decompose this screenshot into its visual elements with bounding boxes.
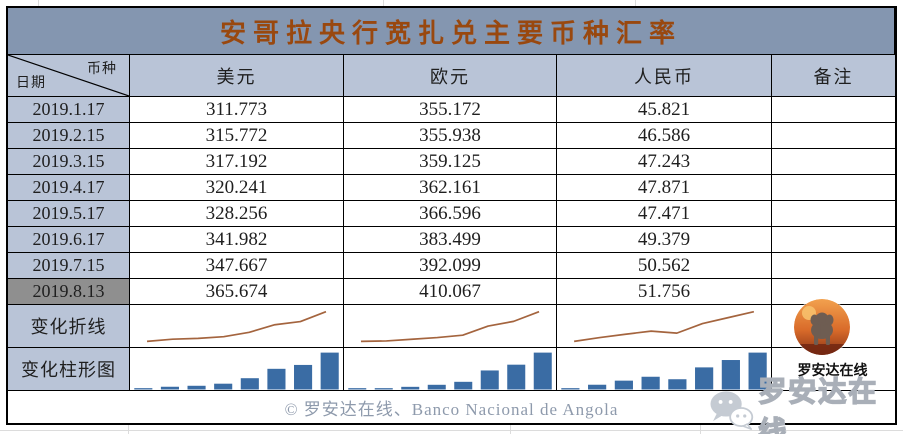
rmb-cell: 45.821 bbox=[557, 97, 772, 123]
date-cell: 2019.4.17 bbox=[8, 175, 130, 201]
luanda-online-label: 罗安达在线 bbox=[797, 362, 868, 378]
rmb-line-sparkline bbox=[557, 305, 772, 348]
usd-bar-sparkline bbox=[130, 348, 344, 391]
rmb-cell: 50.562 bbox=[557, 253, 772, 279]
line-row-label: 变化折线 bbox=[8, 305, 130, 348]
excel-gridline bbox=[635, 0, 636, 7]
usd-cell: 317.192 bbox=[130, 149, 344, 175]
usd-cell: 341.982 bbox=[130, 227, 344, 253]
note-cell bbox=[772, 253, 895, 279]
usd-cell: 320.241 bbox=[130, 175, 344, 201]
eur-cell: 392.099 bbox=[344, 253, 557, 279]
eur-cell: 383.499 bbox=[344, 227, 557, 253]
col-header-note: 备注 bbox=[772, 55, 895, 97]
col-header-rmb: 人民币 bbox=[557, 55, 772, 97]
date-cell: 2019.2.15 bbox=[8, 123, 130, 149]
watermark-text: 罗安达在线 bbox=[758, 375, 879, 434]
eur-cell: 355.172 bbox=[344, 97, 557, 123]
diagonal-divider bbox=[8, 55, 129, 96]
corner-label-date: 日期 bbox=[16, 76, 46, 91]
date-cell: 2019.5.17 bbox=[8, 201, 130, 227]
usd-cell: 315.772 bbox=[130, 123, 344, 149]
wechat-watermark: 罗安达在线 bbox=[708, 370, 903, 434]
note-cell bbox=[772, 227, 895, 253]
col-header-eur: 欧元 bbox=[344, 55, 557, 97]
eur-line-sparkline bbox=[344, 305, 557, 348]
eur-cell: 366.596 bbox=[344, 201, 557, 227]
rmb-cell: 51.756 bbox=[557, 279, 772, 305]
date-cell: 2019.3.15 bbox=[8, 149, 130, 175]
wechat-icon bbox=[710, 391, 754, 430]
rmb-cell: 49.379 bbox=[557, 227, 772, 253]
date-cell: 2019.1.17 bbox=[8, 97, 130, 123]
rmb-bar-sparkline bbox=[557, 348, 772, 391]
excel-gridline bbox=[700, 424, 701, 434]
luanda-online-avatar bbox=[794, 299, 850, 355]
date-cell-highlighted: 2019.8.13 bbox=[8, 279, 130, 305]
note-cell bbox=[772, 175, 895, 201]
eur-cell: 362.161 bbox=[344, 175, 557, 201]
elephant-icon bbox=[794, 299, 850, 355]
table-title: 安哥拉央行宽扎兑主要币种汇率 bbox=[8, 8, 895, 55]
usd-cell: 311.773 bbox=[130, 97, 344, 123]
note-cell bbox=[772, 149, 895, 175]
eur-cell: 410.067 bbox=[344, 279, 557, 305]
note-cell bbox=[772, 348, 895, 391]
excel-gridline bbox=[38, 0, 39, 7]
col-header-usd: 美元 bbox=[130, 55, 344, 97]
rmb-cell: 47.871 bbox=[557, 175, 772, 201]
exchange-rate-table: 安哥拉央行宽扎兑主要币种汇率 币种 日期 美元 欧元 人民币 备注 2019.1… bbox=[6, 6, 897, 425]
rmb-cell: 46.586 bbox=[557, 123, 772, 149]
corner-header-cell: 币种 日期 bbox=[8, 55, 130, 97]
bar-row-label: 变化柱形图 bbox=[8, 348, 130, 391]
rmb-cell: 47.243 bbox=[557, 149, 772, 175]
eur-cell: 359.125 bbox=[344, 149, 557, 175]
excel-gridline bbox=[128, 424, 129, 434]
rmb-cell: 47.471 bbox=[557, 201, 772, 227]
note-cell bbox=[772, 201, 895, 227]
eur-bar-sparkline bbox=[344, 348, 557, 391]
date-cell: 2019.7.15 bbox=[8, 253, 130, 279]
usd-cell: 365.674 bbox=[130, 279, 344, 305]
eur-cell: 355.938 bbox=[344, 123, 557, 149]
usd-cell: 347.667 bbox=[130, 253, 344, 279]
usd-line-sparkline bbox=[130, 305, 344, 348]
note-cell bbox=[772, 97, 895, 123]
date-cell: 2019.6.17 bbox=[8, 227, 130, 253]
note-cell bbox=[772, 123, 895, 149]
excel-gridline bbox=[383, 0, 384, 7]
corner-label-currency: 币种 bbox=[87, 62, 117, 77]
excel-gridline bbox=[510, 424, 511, 434]
usd-cell: 328.256 bbox=[130, 201, 344, 227]
excel-gridline bbox=[0, 430, 903, 431]
